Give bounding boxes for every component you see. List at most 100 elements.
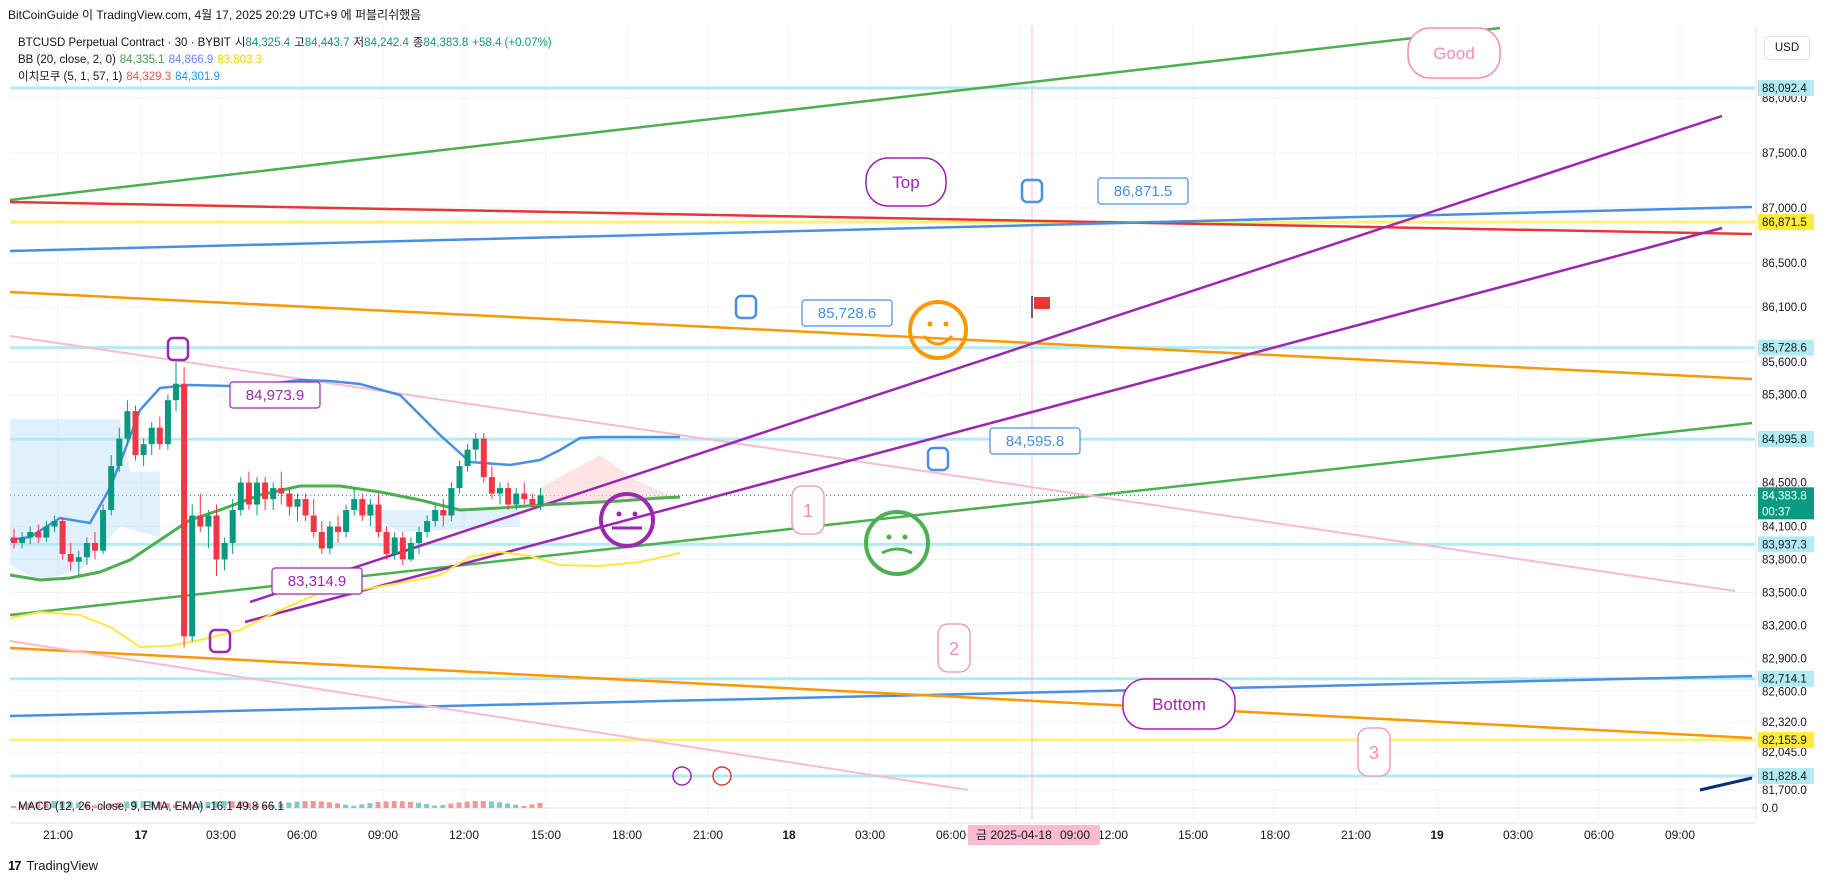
macd-histogram-bar bbox=[75, 802, 81, 808]
candle-body bbox=[521, 493, 528, 500]
speech-bubble bbox=[1122, 678, 1236, 730]
candle-body bbox=[343, 510, 350, 532]
price-label-text: 86,871.5 bbox=[1762, 217, 1807, 229]
macd-histogram-bar bbox=[294, 801, 300, 808]
price-tick-label: 87,500.0 bbox=[1762, 148, 1807, 160]
candle-body bbox=[472, 438, 479, 450]
macd-histogram-bar bbox=[432, 805, 438, 808]
candle-body bbox=[197, 515, 204, 527]
symbol-label[interactable]: BTCUSD Perpetual Contract · 30 · BYBIT bbox=[18, 37, 231, 49]
macd-pane: MACD (12, 26, close, 9, EMA, EMA) -16.1 … bbox=[10, 801, 1755, 813]
candle-body bbox=[11, 537, 17, 543]
trend-line bbox=[9, 335, 1736, 592]
us-flag-icon bbox=[712, 766, 732, 786]
price-label-text: 85,728.6 bbox=[1762, 343, 1807, 355]
candle-body bbox=[456, 466, 463, 489]
candle-body bbox=[335, 526, 341, 532]
macd-histogram-bar bbox=[270, 805, 276, 808]
macd-label: MACD (12, 26, close, 9, EMA, EMA) -16.1 … bbox=[18, 801, 284, 813]
footer-brand[interactable]: 17 TradingView bbox=[8, 858, 98, 873]
happy-face-icon bbox=[908, 300, 968, 360]
legend-bb-row[interactable]: BB (20, close, 2, 0) 84,335.1 84,866.9 8… bbox=[18, 52, 552, 69]
candle-body bbox=[75, 557, 82, 562]
change-value: +58.4 (+0.07%) bbox=[472, 37, 552, 49]
bb-basis-value: 84,335.1 bbox=[119, 54, 165, 66]
chart-legend: BTCUSD Perpetual Contract · 30 · BYBIT 시… bbox=[18, 35, 552, 86]
candle-body bbox=[318, 531, 325, 549]
horizontal-lines bbox=[10, 25, 1755, 820]
macd-histogram-bar bbox=[181, 805, 187, 808]
candle-body bbox=[383, 531, 390, 554]
price-tick-label: 82,900.0 bbox=[1762, 653, 1807, 665]
time-tick-label: 06:00 bbox=[936, 828, 966, 842]
time-tick-label: 03:00 bbox=[1503, 828, 1533, 842]
pointing-hand-icon bbox=[734, 294, 758, 320]
legend-ichimoku-row[interactable]: 이치모쿠 (5, 1, 57, 1) 84,329.3 84,301.9 bbox=[18, 69, 552, 86]
macd-histogram-bar bbox=[83, 803, 89, 808]
price-label-text: 81,828.4 bbox=[1762, 771, 1807, 783]
open-value: 84,325.4 bbox=[245, 37, 291, 49]
time-tick-label: 18:00 bbox=[612, 828, 642, 842]
candle-body bbox=[245, 482, 252, 505]
candle-body bbox=[286, 493, 293, 507]
time-tick-label: 18:00 bbox=[1260, 828, 1290, 842]
candle-body bbox=[359, 499, 366, 516]
time-axis: 21:00 17 03:00 06:00 09:00 12:00 15:00 18:00 21:… bbox=[10, 822, 1755, 845]
macd-histogram-bar bbox=[440, 805, 446, 808]
macd-histogram-bar bbox=[19, 804, 25, 808]
number-marker bbox=[937, 623, 971, 673]
macd-histogram-bar bbox=[310, 801, 316, 808]
macd-histogram-bar bbox=[416, 802, 421, 808]
candle-body bbox=[83, 542, 90, 558]
bb-basis-line bbox=[9, 484, 681, 582]
candle-body bbox=[326, 526, 333, 549]
macd-histogram-bar bbox=[173, 804, 178, 808]
macd-histogram-bar bbox=[302, 801, 308, 808]
callout-label: 84,595.8 bbox=[1006, 433, 1064, 450]
candle-body bbox=[51, 521, 58, 527]
macd-histogram-bar bbox=[140, 801, 146, 808]
candle-body bbox=[440, 510, 447, 516]
price-tick-label: 82,320.0 bbox=[1762, 717, 1807, 729]
macd-histogram-bar bbox=[383, 801, 389, 808]
callout-label: 85,728.6 bbox=[818, 305, 876, 322]
neutral-face-icon-eye bbox=[632, 511, 638, 517]
macd-histogram-bar bbox=[132, 801, 138, 808]
time-tick-label: 12:00 bbox=[1098, 828, 1128, 842]
candle-body bbox=[108, 466, 115, 511]
trend-line bbox=[244, 226, 1723, 624]
candle-body bbox=[132, 411, 139, 456]
price-tick-label: 87,000.0 bbox=[1762, 203, 1807, 215]
candle-body bbox=[367, 504, 374, 516]
pointing-hand-icon bbox=[1020, 178, 1044, 204]
macd-histogram-bar bbox=[359, 804, 365, 808]
high-label: 고 bbox=[294, 37, 305, 49]
neutral-face-icon-eye bbox=[616, 511, 622, 517]
price-tick-label: 81,700.0 bbox=[1762, 785, 1807, 797]
ichimoku-b-value: 84,301.9 bbox=[175, 71, 220, 83]
smirk-face-icon-eye bbox=[902, 534, 908, 540]
ichimoku-label: 이치모쿠 (5, 1, 57, 1) bbox=[18, 71, 123, 83]
time-tick-label: 18 bbox=[782, 828, 796, 842]
price-tick-label: 88,000.0 bbox=[1762, 93, 1807, 105]
candle-body bbox=[19, 537, 26, 543]
currency-button[interactable]: USD bbox=[1764, 36, 1810, 60]
macd-histogram-bar bbox=[464, 801, 470, 808]
candle-body bbox=[416, 531, 422, 543]
candle-body bbox=[164, 400, 171, 445]
macd-histogram-bar bbox=[513, 804, 519, 808]
candle-body bbox=[529, 499, 536, 505]
candle-body bbox=[43, 526, 50, 538]
macd-histogram-bar bbox=[100, 805, 106, 808]
happy-face-icon-eye bbox=[943, 321, 949, 327]
bb-label: BB (20, close, 2, 0) bbox=[18, 54, 116, 66]
tradingview-logo-icon: 17 bbox=[8, 858, 22, 873]
macd-histogram-bar bbox=[197, 803, 203, 808]
candle-body bbox=[92, 542, 98, 551]
macd-histogram-bar bbox=[59, 801, 65, 808]
macd-histogram-bar bbox=[43, 801, 49, 808]
ichimoku-a-value: 84,329.3 bbox=[126, 71, 172, 83]
candle-body bbox=[116, 438, 123, 467]
callout-box bbox=[229, 381, 321, 409]
